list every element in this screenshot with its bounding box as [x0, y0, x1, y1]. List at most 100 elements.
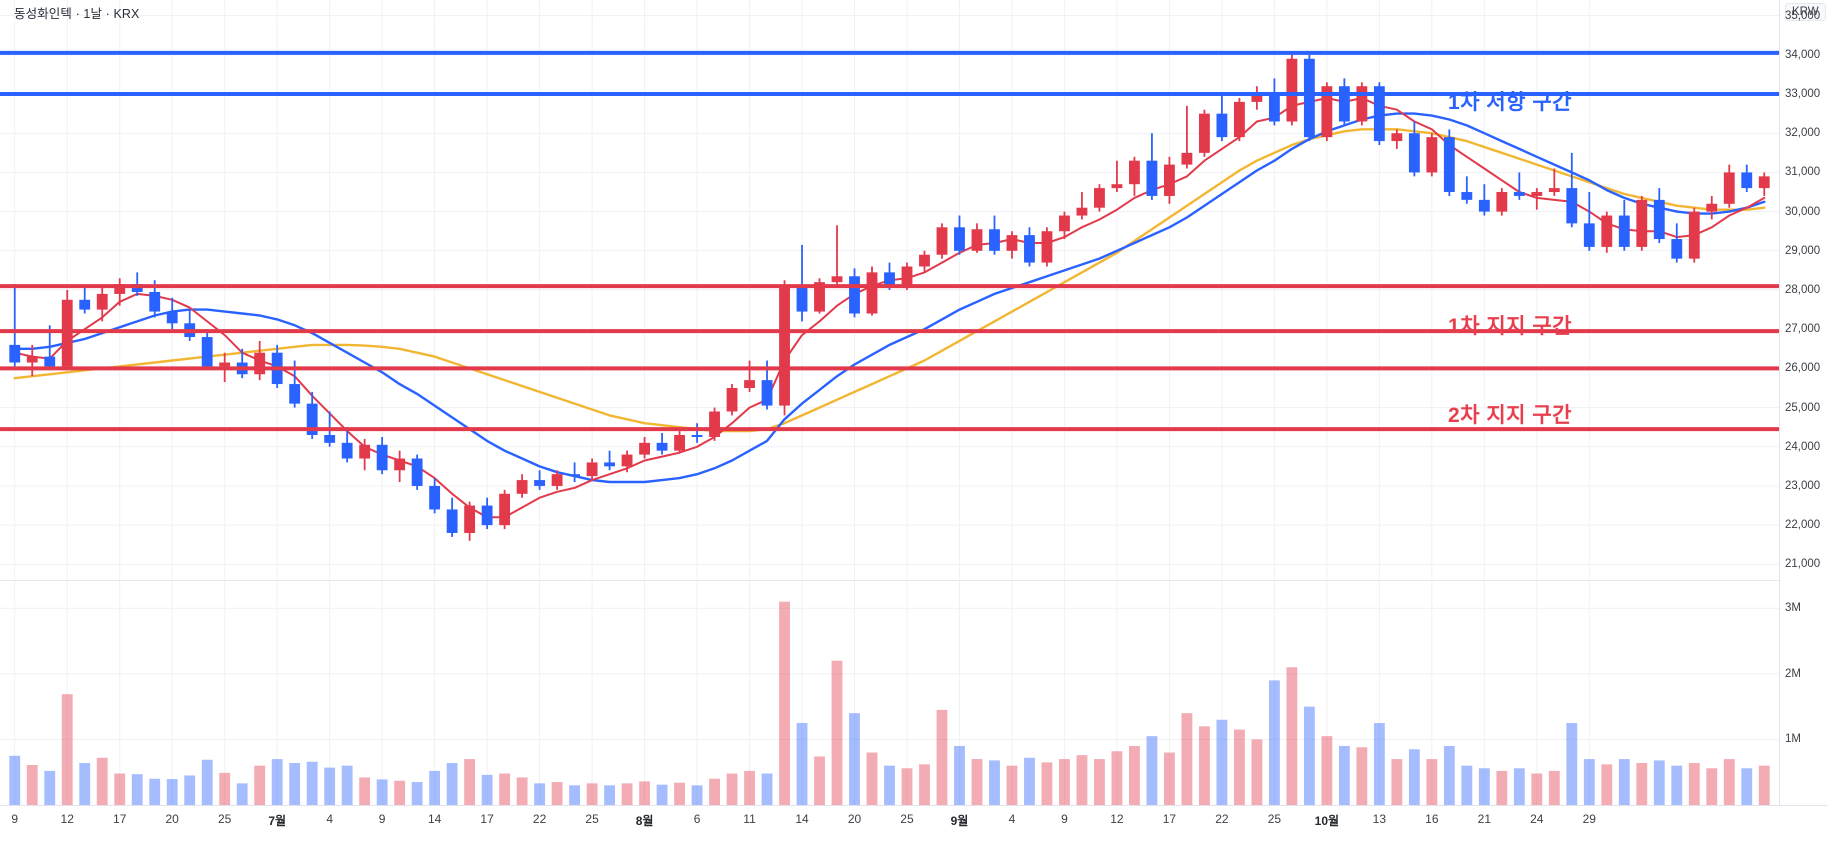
- candle[interactable]: [79, 286, 91, 314]
- volume-bar[interactable]: [1478, 768, 1490, 805]
- candle[interactable]: [254, 340, 266, 381]
- volume-bar[interactable]: [569, 785, 581, 805]
- candle[interactable]: [96, 288, 108, 322]
- volume-bar[interactable]: [61, 694, 73, 805]
- volume-bar[interactable]: [1163, 752, 1175, 805]
- volume-bar[interactable]: [359, 777, 371, 805]
- volume-bar[interactable]: [1601, 764, 1613, 805]
- price-pane[interactable]: [0, 0, 1779, 580]
- volume-bar[interactable]: [481, 774, 493, 805]
- volume-bar[interactable]: [901, 768, 913, 805]
- candle[interactable]: [534, 470, 546, 490]
- volume-bar[interactable]: [271, 759, 283, 805]
- volume-bar[interactable]: [866, 752, 878, 805]
- candle[interactable]: [1671, 223, 1683, 263]
- candle[interactable]: [481, 497, 493, 530]
- volume-bar[interactable]: [1496, 770, 1508, 805]
- volume-bar[interactable]: [114, 773, 126, 805]
- volume-bar[interactable]: [1268, 680, 1280, 805]
- volume-bar[interactable]: [1688, 763, 1700, 805]
- volume-bar[interactable]: [1094, 759, 1105, 805]
- candle[interactable]: [866, 266, 878, 316]
- candle[interactable]: [1706, 195, 1718, 220]
- candle[interactable]: [936, 223, 948, 259]
- volume-bar[interactable]: [1303, 706, 1315, 805]
- candle[interactable]: [1723, 164, 1735, 208]
- volume-bar[interactable]: [621, 783, 633, 805]
- candle[interactable]: [551, 470, 563, 490]
- candle[interactable]: [499, 489, 511, 530]
- volume-bar[interactable]: [831, 660, 843, 805]
- volume-pane[interactable]: [0, 582, 1779, 805]
- volume-bar[interactable]: [744, 770, 755, 805]
- volume-bar[interactable]: [534, 783, 546, 805]
- candle[interactable]: [9, 284, 21, 367]
- volume-bar[interactable]: [1041, 762, 1053, 805]
- candle[interactable]: [1636, 195, 1648, 251]
- volume-bar[interactable]: [1443, 745, 1455, 805]
- volume-bar[interactable]: [954, 745, 965, 805]
- volume-bar[interactable]: [1513, 768, 1525, 805]
- volume-bar[interactable]: [1583, 759, 1595, 805]
- volume-bar[interactable]: [201, 759, 213, 805]
- volume-bar[interactable]: [1059, 759, 1070, 805]
- candle[interactable]: [1408, 121, 1420, 177]
- candle[interactable]: [394, 450, 406, 483]
- volume-bar[interactable]: [341, 765, 353, 805]
- price-axis[interactable]: KRW 35,000 34,000 33,000 32,000 31,000 30,000…: [1779, 0, 1827, 805]
- candle[interactable]: [1146, 133, 1158, 200]
- candle[interactable]: [1094, 184, 1105, 212]
- volume-bar[interactable]: [306, 761, 318, 805]
- volume-bar[interactable]: [79, 763, 91, 805]
- volume-bar[interactable]: [96, 757, 108, 805]
- candle[interactable]: [1478, 184, 1490, 216]
- volume-bar[interactable]: [761, 773, 773, 805]
- volume-bar[interactable]: [779, 601, 790, 805]
- candle[interactable]: [1233, 97, 1245, 142]
- candle[interactable]: [726, 384, 738, 416]
- volume-bar[interactable]: [1076, 755, 1088, 805]
- volume-bar[interactable]: [1216, 719, 1228, 805]
- volume-bar[interactable]: [1373, 723, 1385, 805]
- volume-bar[interactable]: [1671, 765, 1683, 805]
- volume-bar[interactable]: [131, 774, 143, 805]
- volume-bar[interactable]: [1758, 765, 1770, 805]
- volume-bar[interactable]: [1408, 749, 1420, 805]
- volume-bar[interactable]: [639, 781, 650, 805]
- volume-bar[interactable]: [464, 759, 476, 805]
- candle[interactable]: [796, 244, 808, 322]
- candle[interactable]: [1006, 231, 1018, 259]
- candle[interactable]: [1181, 105, 1193, 169]
- volume-bar[interactable]: [1706, 768, 1718, 805]
- candle[interactable]: [1198, 109, 1210, 157]
- candle[interactable]: [1566, 152, 1578, 228]
- candle[interactable]: [1129, 156, 1140, 196]
- volume-bar[interactable]: [411, 782, 423, 805]
- volume-bar[interactable]: [236, 783, 248, 805]
- candle[interactable]: [1303, 54, 1315, 142]
- candle[interactable]: [1653, 188, 1665, 243]
- candle[interactable]: [604, 450, 616, 471]
- candle[interactable]: [1338, 78, 1350, 126]
- candle[interactable]: [656, 433, 668, 455]
- volume-bar[interactable]: [219, 772, 231, 805]
- candle[interactable]: [621, 450, 633, 473]
- volume-bar[interactable]: [1321, 736, 1333, 805]
- volume-bar[interactable]: [1251, 739, 1263, 805]
- volume-bar[interactable]: [849, 713, 860, 805]
- volume-bar[interactable]: [1286, 667, 1298, 805]
- volume-bar[interactable]: [499, 773, 511, 805]
- volume-bar[interactable]: [604, 785, 616, 805]
- candle[interactable]: [1741, 164, 1753, 193]
- candle[interactable]: [849, 268, 860, 318]
- volume-bar[interactable]: [1566, 723, 1578, 805]
- volume-bar[interactable]: [1111, 751, 1123, 805]
- candle[interactable]: [1373, 82, 1385, 145]
- volume-bar[interactable]: [1618, 759, 1630, 805]
- volume-bar[interactable]: [1636, 763, 1648, 805]
- volume-bar[interactable]: [429, 770, 441, 805]
- candle[interactable]: [1548, 168, 1560, 196]
- candle[interactable]: [1251, 86, 1263, 110]
- candle[interactable]: [831, 225, 843, 287]
- candle[interactable]: [1601, 211, 1613, 253]
